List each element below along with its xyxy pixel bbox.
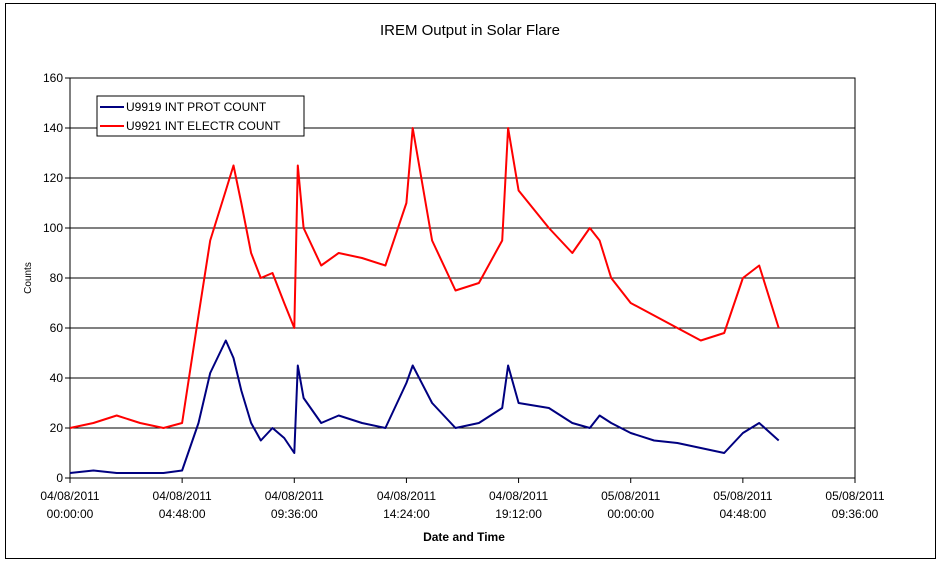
- y-tick-label: 0: [56, 471, 63, 485]
- y-tick-label: 120: [43, 171, 63, 185]
- x-tick-time: 14:24:00: [383, 507, 430, 521]
- x-tick-date: 04/08/2011: [265, 489, 324, 503]
- y-tick-label: 20: [50, 421, 64, 435]
- x-tick-date: 05/08/2011: [713, 489, 772, 503]
- x-tick-time: 04:48:00: [719, 507, 766, 521]
- x-tick-time: 19:12:00: [495, 507, 542, 521]
- y-tick-labels: 0 20 40 60 80 100 120 140 160: [43, 71, 63, 485]
- y-tick-label: 40: [50, 371, 64, 385]
- y-tick-label: 100: [43, 221, 63, 235]
- y-tick-label: 140: [43, 121, 63, 135]
- x-tick-date: 04/08/2011: [489, 489, 548, 503]
- x-tick-time: 04:48:00: [159, 507, 206, 521]
- series-line-protons: [69, 339, 780, 474]
- x-tick-time: 00:00:00: [607, 507, 654, 521]
- plot-area: [69, 77, 856, 479]
- x-tick-date: 04/08/2011: [153, 489, 212, 503]
- x-axis-label: Date and Time: [423, 530, 505, 544]
- y-axis-label: Counts: [23, 262, 34, 294]
- x-tick-date: 05/08/2011: [601, 489, 660, 503]
- y-tick-label: 80: [50, 271, 64, 285]
- series-line-electrons: [69, 127, 780, 429]
- y-tick-label: 60: [50, 321, 64, 335]
- legend-label-protons: U9919 INT PROT COUNT: [126, 100, 267, 114]
- x-tick-date: 05/08/2011: [825, 489, 884, 503]
- x-tick-time: 00:00:00: [47, 507, 94, 521]
- x-tick-time: 09:36:00: [271, 507, 318, 521]
- series-lines: [69, 127, 780, 474]
- x-tick-date: 04/08/2011: [40, 489, 99, 503]
- x-tick-labels: 04/08/2011 00:00:00 04/08/2011 04:48:00 04/0…: [40, 478, 885, 521]
- x-tick-time: 09:36:00: [832, 507, 879, 521]
- x-tick-date: 04/08/2011: [377, 489, 436, 503]
- legend-box: [96, 95, 305, 137]
- legend: U9919 INT PROT COUNT U9921 INT ELECTR CO…: [96, 95, 305, 137]
- chart-title: IREM Output in Solar Flare: [380, 22, 560, 39]
- y-tick-label: 160: [43, 71, 63, 85]
- legend-label-electrons: U9921 INT ELECTR COUNT: [126, 119, 281, 133]
